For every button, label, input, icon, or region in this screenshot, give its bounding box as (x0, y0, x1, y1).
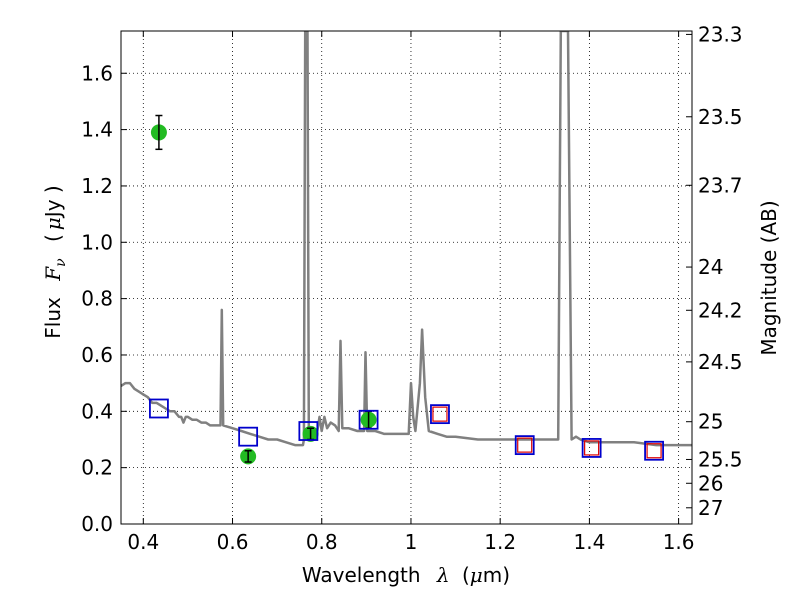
model-point-blue (238, 426, 259, 447)
y-axis-label: Flux Fν (μJy ) (41, 185, 70, 338)
magnitude-tick-label: 23.7 (698, 173, 743, 197)
model-point-blue (298, 421, 319, 441)
spectrum-line (121, 31, 692, 447)
x-tick-label: 1.4 (573, 530, 605, 554)
magnitude-tick-label: 23.3 (698, 22, 743, 46)
y-tick-label: 0.4 (81, 399, 113, 423)
model-point-blue (644, 440, 664, 461)
magnitude-tick-label: 24.2 (698, 298, 743, 322)
y-axis: 0.0 0.2 0.4 0.6 0.8 1.0 1.2 1.4 1.6 (81, 61, 127, 536)
y-tick-label: 1.2 (81, 174, 113, 198)
y-tick-label: 1.4 (81, 118, 113, 142)
y-tick-label: 0.8 (81, 287, 113, 311)
x-axis-label: Wavelength λ (μm) (302, 563, 510, 587)
model-point-blue (581, 438, 602, 458)
magnitude-axis-label: Magnitude (AB) (757, 200, 781, 355)
y-tick-label: 1.0 (81, 230, 113, 254)
model-point-red (584, 440, 600, 456)
magnitude-tick-label: 26 (698, 471, 723, 495)
plot-frame (120, 30, 693, 525)
x-tick-label: 0.4 (127, 530, 159, 554)
magnitude-tick-label: 27 (698, 496, 723, 520)
grid (121, 31, 692, 525)
y-tick-label: 0.2 (81, 456, 113, 480)
model-points (149, 398, 664, 461)
x-tick-label: 0.6 (217, 530, 249, 554)
model-point-red (432, 406, 448, 422)
x-tick-label: 1.2 (484, 530, 516, 554)
x-axis: 0.4 0.6 0.8 1 1.2 1.4 1.6 (127, 31, 695, 554)
model-point-blue (430, 404, 450, 425)
x-tick-label: 1 (405, 530, 418, 554)
model-point-blue (358, 409, 379, 430)
y-tick-label: 0.6 (81, 343, 113, 367)
x-tick-label: 0.8 (306, 530, 338, 554)
magnitude-tick-label: 24.5 (698, 350, 743, 374)
magnitude-tick-label: 25.5 (698, 447, 743, 471)
magnitude-tick-label: 24 (698, 255, 723, 279)
model-point-blue (514, 435, 535, 456)
model-point-red (646, 443, 662, 459)
model-point-red (517, 437, 533, 453)
y-tick-label: 1.6 (81, 61, 113, 85)
template-spectrum (121, 31, 692, 447)
model-point-blue (149, 398, 169, 419)
y-tick-label: 0.0 (81, 512, 113, 536)
x-tick-label: 1.6 (663, 530, 695, 554)
magnitude-tick-label: 23.5 (698, 105, 743, 129)
magnitude-tick-label: 25 (698, 410, 723, 434)
